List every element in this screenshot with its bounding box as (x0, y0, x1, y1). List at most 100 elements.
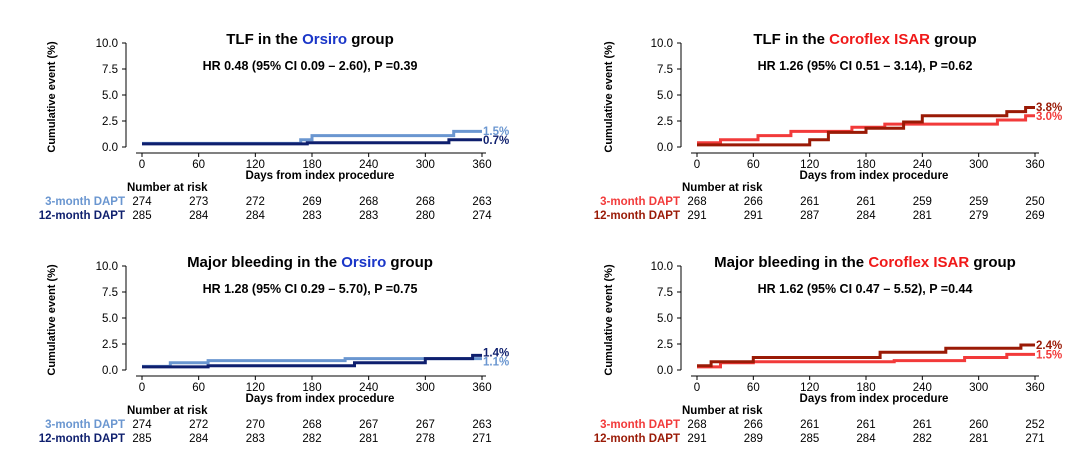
y-tick-label: 10.0 (651, 38, 673, 50)
x-tick-label: 180 (856, 382, 875, 394)
risk-row-label-12-month: 12-month DAPT (39, 210, 125, 222)
risk-count: 279 (969, 210, 988, 222)
y-tick-label: 7.5 (657, 64, 673, 76)
end-value-label: 1.1% (483, 357, 509, 369)
hazard-ratio-text: HR 1.28 (95% CI 0.29 – 5.70), P =0.75 (203, 282, 418, 296)
risk-count: 263 (472, 419, 491, 431)
risk-count: 263 (472, 196, 491, 208)
y-tick-label: 0.0 (102, 142, 118, 154)
x-tick-label: 120 (246, 382, 265, 394)
x-tick-label: 120 (800, 382, 819, 394)
y-tick-label: 5.0 (657, 313, 673, 325)
risk-count: 274 (132, 196, 152, 208)
risk-count: 261 (800, 419, 819, 431)
end-value-label: 1.5% (483, 126, 509, 138)
risk-count: 287 (800, 210, 819, 222)
title-stent-name: Coroflex ISAR (868, 254, 969, 271)
y-tick-label: 5.0 (102, 313, 118, 325)
y-axis-label: Cumulative event (%) (603, 41, 615, 153)
risk-count: 271 (472, 433, 491, 445)
risk-count: 278 (416, 433, 435, 445)
title-prefix: TLF in the (753, 31, 829, 48)
risk-count: 261 (913, 419, 932, 431)
risk-count: 266 (744, 419, 763, 431)
risk-count: 259 (913, 196, 932, 208)
risk-table-header: Number at risk (682, 405, 763, 417)
title-stent-name: Orsiro (302, 31, 347, 48)
y-tick-label: 2.5 (657, 116, 673, 128)
risk-count: 283 (246, 433, 265, 445)
risk-count: 284 (856, 433, 876, 445)
risk-count: 259 (969, 196, 988, 208)
risk-row-label-3-month: 3-month DAPT (45, 419, 125, 431)
title-stent-name: Orsiro (341, 254, 386, 271)
x-tick-label: 120 (800, 159, 819, 171)
y-tick-label: 7.5 (657, 287, 673, 299)
x-tick-label: 360 (1025, 159, 1044, 171)
km-curve-12-month (142, 353, 482, 369)
risk-count: 284 (189, 210, 209, 222)
x-tick-label: 180 (302, 382, 321, 394)
risk-count: 291 (687, 433, 706, 445)
y-tick-label: 10.0 (96, 38, 118, 50)
risk-count: 268 (302, 419, 321, 431)
x-tick-label: 360 (472, 382, 491, 394)
risk-count: 267 (359, 419, 378, 431)
y-tick-label: 5.0 (102, 90, 118, 102)
risk-count: 268 (687, 196, 706, 208)
panel-bleeding-coroflex: Major bleeding in the Coroflex ISAR grou… (594, 254, 1062, 445)
title-suffix: group (969, 254, 1016, 271)
y-tick-label: 2.5 (102, 116, 118, 128)
risk-count: 268 (687, 419, 706, 431)
x-tick-label: 300 (416, 159, 435, 171)
risk-count: 283 (359, 210, 378, 222)
risk-count: 268 (416, 196, 435, 208)
y-tick-label: 7.5 (102, 287, 118, 299)
title-stent-name: Coroflex ISAR (829, 31, 930, 48)
y-tick-label: 5.0 (657, 90, 673, 102)
risk-count: 284 (189, 433, 209, 445)
risk-count: 269 (1025, 210, 1044, 222)
risk-count: 268 (359, 196, 378, 208)
end-value-label: 1.5% (1036, 349, 1062, 361)
x-tick-label: 60 (747, 382, 760, 394)
x-tick-label: 240 (359, 382, 378, 394)
title-prefix: Major bleeding in the (187, 254, 341, 271)
x-axis-label: Days from index procedure (246, 393, 395, 405)
risk-count: 285 (132, 210, 151, 222)
risk-count: 270 (246, 419, 265, 431)
y-axis-label: Cumulative event (%) (46, 41, 58, 153)
risk-row-label-12-month: 12-month DAPT (39, 433, 125, 445)
x-tick-label: 360 (472, 159, 491, 171)
y-tick-label: 2.5 (102, 339, 118, 351)
end-value-label: 3.0% (1036, 111, 1062, 123)
risk-count: 283 (302, 210, 321, 222)
x-tick-label: 60 (192, 382, 205, 394)
risk-count: 267 (416, 419, 435, 431)
risk-count: 282 (302, 433, 321, 445)
title-suffix: group (930, 31, 977, 48)
risk-count: 281 (913, 210, 932, 222)
risk-table-header: Number at risk (682, 182, 763, 194)
y-tick-label: 10.0 (651, 261, 673, 273)
risk-count: 281 (969, 433, 988, 445)
end-value-label: 1.4% (483, 348, 509, 360)
risk-row-label-3-month: 3-month DAPT (45, 196, 125, 208)
title-suffix: group (347, 31, 394, 48)
x-axis-label: Days from index procedure (800, 393, 949, 405)
risk-count: 291 (744, 210, 763, 222)
risk-count: 261 (800, 196, 819, 208)
y-tick-label: 0.0 (102, 365, 118, 377)
x-tick-label: 240 (913, 382, 932, 394)
end-value-label: 2.4% (1036, 340, 1062, 352)
y-tick-label: 0.0 (657, 365, 673, 377)
risk-count: 260 (969, 419, 988, 431)
title-suffix: group (386, 254, 433, 271)
risk-count: 274 (472, 210, 492, 222)
x-tick-label: 240 (913, 159, 932, 171)
risk-count: 272 (189, 419, 208, 431)
risk-count: 252 (1025, 419, 1044, 431)
y-axis-label: Cumulative event (%) (46, 264, 58, 376)
title-prefix: Major bleeding in the (714, 254, 868, 271)
